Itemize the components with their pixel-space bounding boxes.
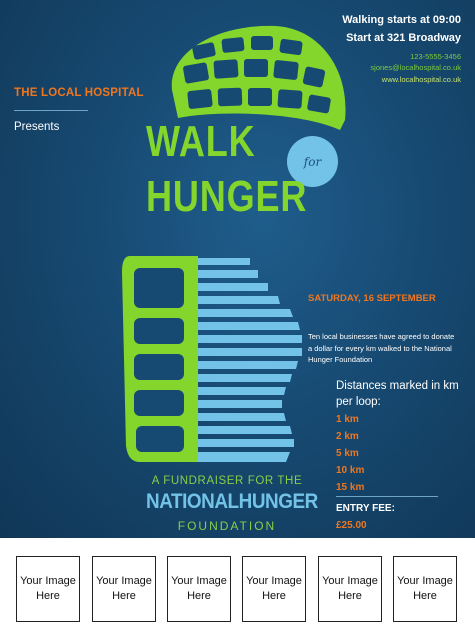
- contact-email: sjones@localhospital.co.uk: [370, 63, 461, 72]
- fee-divider: [336, 496, 438, 497]
- walk-start-time: Walking starts at 09:00: [342, 14, 461, 26]
- sponsor-image-placeholder[interactable]: Your Image Here: [16, 556, 80, 622]
- organizer-divider: [14, 110, 88, 111]
- sponsor-image-placeholder[interactable]: Your Image Here: [242, 556, 306, 622]
- for-badge: for: [287, 136, 338, 187]
- entry-fee-value: £25.00: [336, 520, 367, 531]
- event-date: SATURDAY, 16 SEPTEMBER: [308, 293, 436, 304]
- shoe-heel-shape: [171, 25, 346, 130]
- sponsor-image-placeholder[interactable]: Your Image Here: [167, 556, 231, 622]
- title-hunger: HUNGER: [146, 172, 308, 221]
- shoe-print-graphic: [122, 25, 346, 462]
- organizer-name: THE LOCAL HOSPITAL: [14, 87, 144, 99]
- distances-heading: Distances marked in km per loop:: [336, 380, 459, 408]
- national-hunger-name: NATIONALHUNGER: [146, 490, 318, 513]
- sponsor-image-placeholder[interactable]: Your Image Here: [92, 556, 156, 622]
- distance-item: 15 km: [336, 482, 365, 493]
- contact-website: www.localhospital.co.uk: [381, 75, 461, 84]
- distance-item: 10 km: [336, 465, 365, 476]
- distance-item: 1 km: [336, 414, 359, 425]
- fundraiser-line: A FUNDRAISER FOR THE: [151, 475, 303, 487]
- distance-item: 2 km: [336, 431, 359, 442]
- sponsor-image-placeholder[interactable]: Your Image Here: [318, 556, 382, 622]
- entry-fee-label: ENTRY FEE:: [336, 503, 395, 514]
- foundation-label: FOUNDATION: [177, 519, 277, 533]
- start-location: Start at 321 Broadway: [346, 32, 461, 44]
- distance-item: 5 km: [336, 448, 359, 459]
- shoe-sole-shape: [122, 256, 302, 462]
- flyer-poster: Walking starts at 09:00 Start at 321 Bro…: [0, 0, 475, 538]
- event-description: Ten local businesses have agreed to dona…: [308, 332, 455, 364]
- title-walk: WALK: [146, 117, 256, 166]
- contact-phone: 123-5555-3456: [410, 52, 461, 61]
- sponsor-image-placeholder[interactable]: Your Image Here: [393, 556, 457, 622]
- presents-label: Presents: [14, 121, 60, 133]
